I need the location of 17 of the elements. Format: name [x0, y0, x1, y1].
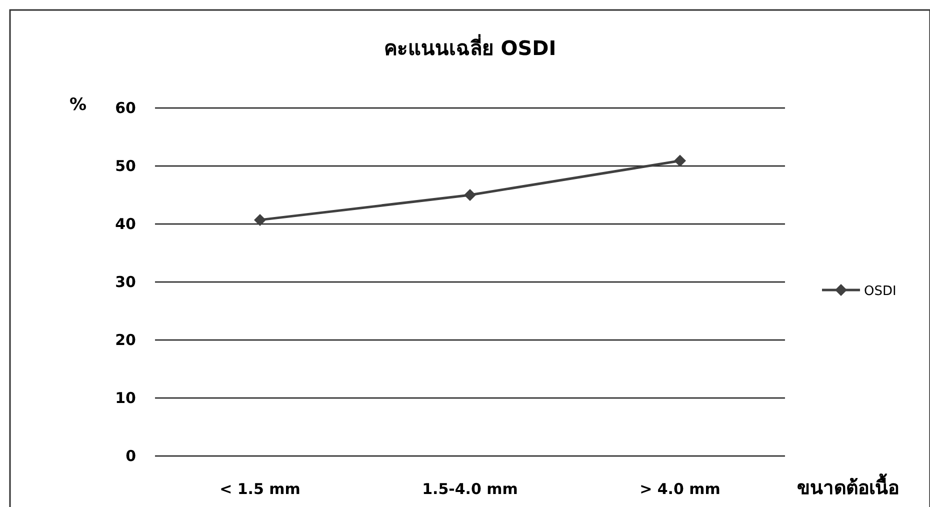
- y-tick-label: 20: [115, 331, 136, 349]
- y-tick-label: 60: [115, 99, 136, 117]
- y-tick-label: 10: [115, 389, 136, 407]
- y-tick-label: 30: [115, 273, 136, 291]
- chart-title: คะแนนเฉลี่ย OSDI: [384, 33, 556, 60]
- x-tick-label: < 1.5 mm: [220, 480, 300, 498]
- x-axis-title: ขนาดต้อเนื้อ: [797, 473, 899, 499]
- y-tick-label: 50: [115, 157, 136, 175]
- point: [674, 154, 686, 167]
- point: [254, 214, 266, 226]
- x-tick-label: > 4.0 mm: [640, 480, 720, 498]
- y-axis-title: %: [69, 95, 87, 115]
- x-tick-label: 1.5-4.0 mm: [422, 480, 518, 498]
- y-tick-label: 40: [115, 215, 136, 233]
- point: [464, 189, 476, 201]
- legend-label: OSDI: [864, 284, 896, 299]
- y-tick-label: 0: [126, 447, 136, 465]
